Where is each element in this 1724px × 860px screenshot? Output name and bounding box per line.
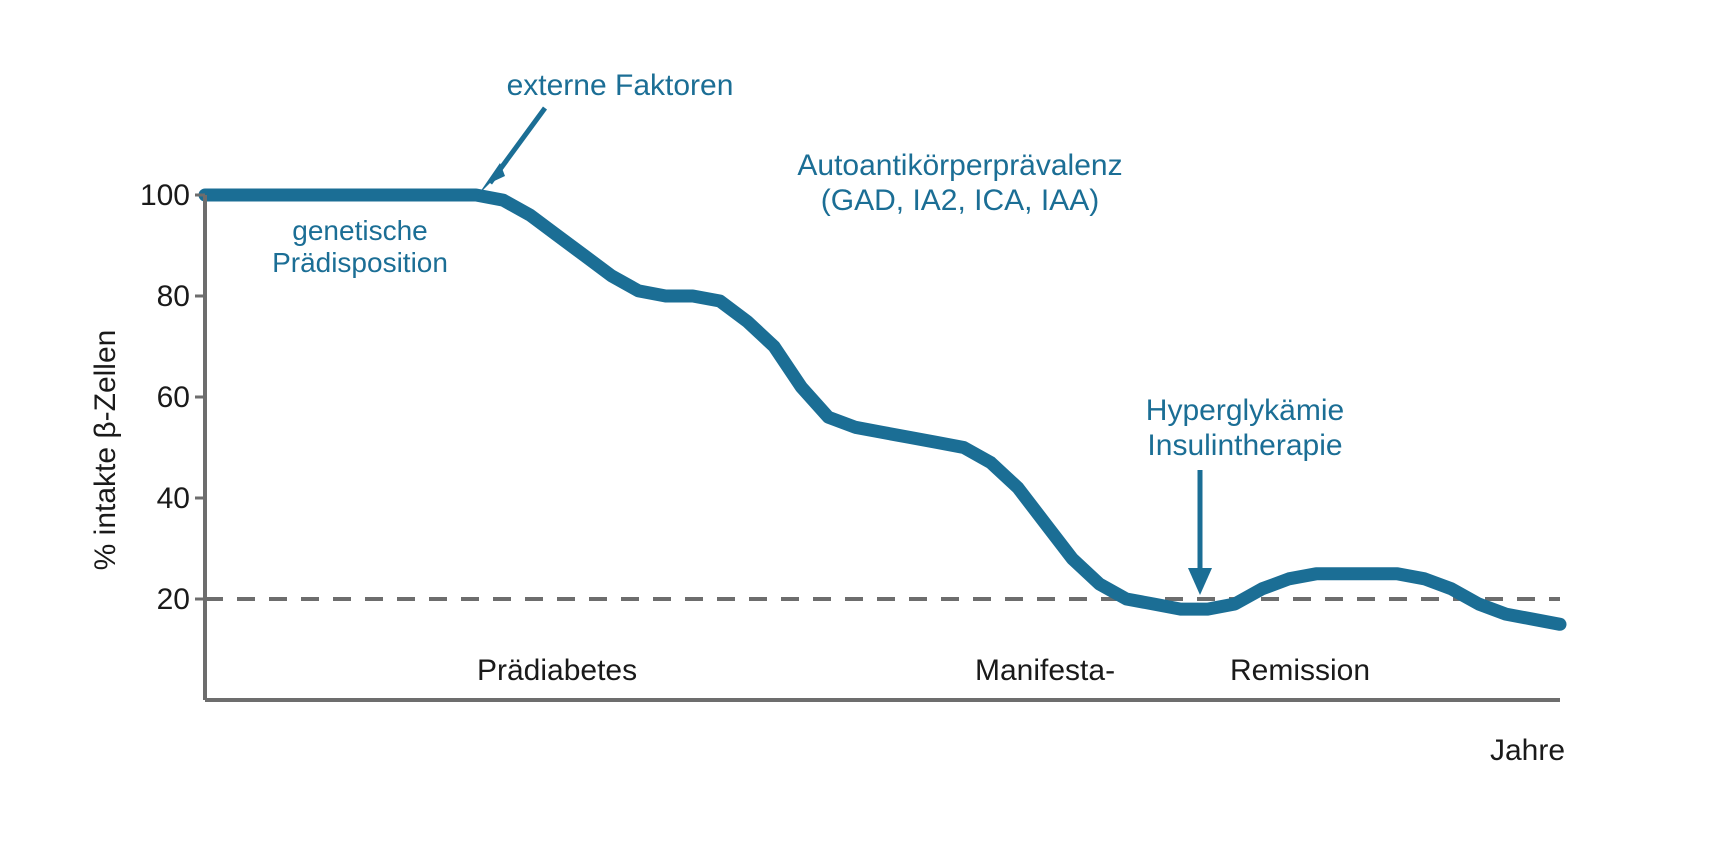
x-phase-label: Manifesta- [975, 654, 1115, 687]
arrow-hyper-head [1188, 568, 1212, 595]
arrow-external-head [478, 163, 505, 195]
annotation-genetic-line2: Prädisposition [272, 247, 448, 278]
annotation-hyper-line1: Hyperglykämie [1146, 394, 1344, 427]
annotation-hyper-line2: Insulintherapie [1147, 429, 1342, 462]
x-phase-label: Prädiabetes [477, 654, 637, 687]
x-phase-label: Remission [1230, 654, 1370, 687]
ytick-label: 20 [157, 583, 190, 616]
ytick-label: 40 [157, 482, 190, 515]
x-axis-title: Jahre [1490, 734, 1565, 767]
annotation-genetic-line1: genetische [292, 215, 427, 246]
y-axis-title: % intakte β-Zellen [89, 330, 122, 571]
chart-svg: 100 80 60 40 20 % intakte β-Zellen Prädi… [0, 0, 1724, 860]
ytick-label: 80 [157, 280, 190, 313]
beta-cell-chart: 100 80 60 40 20 % intakte β-Zellen Prädi… [0, 0, 1724, 860]
ytick-label: 100 [140, 179, 190, 212]
annotation-autoantibody-line1: Autoantikörperprävalenz [797, 149, 1122, 182]
annotation-external: externe Faktoren [507, 69, 734, 102]
annotation-autoantibody-line2: (GAD, IA2, ICA, IAA) [821, 184, 1099, 217]
ytick-label: 60 [157, 381, 190, 414]
